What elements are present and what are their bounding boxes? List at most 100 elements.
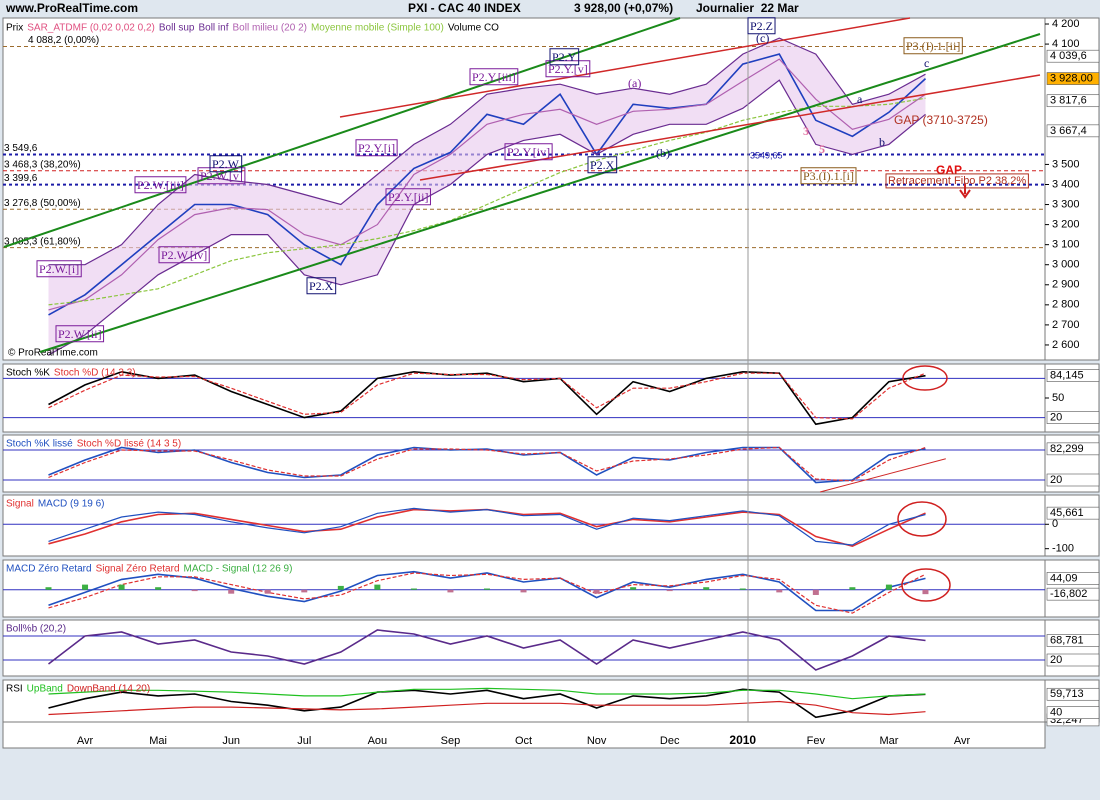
value-marker-label: 3 817,6 (1050, 95, 1087, 107)
wave-label: P2.Z (750, 19, 773, 33)
histogram-bar (410, 588, 417, 590)
series-line (48, 687, 926, 700)
series-line (48, 570, 926, 612)
value-marker-label: 68,781 (1050, 634, 1084, 646)
bollinger-band-fill (48, 38, 926, 355)
label-box (549, 48, 580, 66)
histogram-bar (922, 589, 929, 595)
histogram-bar (82, 584, 89, 590)
label-box (504, 143, 553, 161)
histogram-bar (739, 588, 746, 590)
value-marker-label: 3 667,4 (1050, 125, 1087, 137)
fibo-level-label: 3 468,3 (38,20%) (4, 159, 81, 170)
legend-entry: SAR_ATDMF (0,02 0,02 0,2) (27, 23, 155, 34)
value-marker-label: 3 928,00 (1050, 72, 1093, 84)
histogram-bar (812, 589, 819, 595)
histogram-bar (337, 585, 344, 590)
brand: www.ProRealTime.com (5, 1, 138, 15)
wave-label: b (879, 135, 885, 149)
histogram-bar (374, 584, 381, 590)
histogram-bar (301, 589, 308, 593)
legend-entry: Stoch %K lissé (6, 439, 73, 450)
label-box (885, 173, 1029, 189)
series-line (48, 507, 926, 546)
panel-bg (2, 363, 1046, 433)
value-marker (1046, 369, 1100, 382)
value-marker-label: 4 039,6 (1050, 50, 1087, 62)
label-box (355, 139, 398, 157)
fibo-level-label: 3 085,3 (61,80%) (4, 236, 81, 247)
value-marker (1046, 49, 1100, 63)
series-line (48, 372, 926, 420)
histogram-bar (885, 584, 892, 590)
value-marker (1046, 572, 1100, 585)
legend-entry: Signal Zéro Retard (96, 564, 180, 575)
wave-label: P2.Y.[iii] (472, 70, 516, 84)
legend-entry: MACD Zéro Retard (6, 564, 92, 575)
label-box (306, 277, 337, 295)
x-tick-label: Jun (222, 735, 240, 747)
y-tick-label: 4 200 (1052, 18, 1080, 30)
x-tick-label: Aou (368, 735, 388, 747)
value-marker (1046, 634, 1100, 647)
label-box (209, 155, 243, 173)
label-box (903, 37, 963, 55)
label-box (545, 60, 591, 78)
value-marker-label: 20 (1050, 474, 1062, 486)
x-tick-label: Jul (297, 735, 311, 747)
histogram-bar (849, 587, 856, 590)
legend-entry: Volume CO (448, 23, 499, 34)
chart-subtitle: 3 928,00 (+0,07%) (574, 1, 673, 15)
legend-entry: Prix (6, 23, 23, 34)
wave-label: P2.Y.[i] (358, 141, 395, 155)
wave-label: P2.Y.[v] (548, 62, 588, 76)
wave-label: P2.Y.[ii] (388, 190, 428, 204)
trend-line (819, 458, 946, 493)
panel-bg (2, 494, 1046, 557)
plot-area (3, 37, 1045, 356)
highlight-circle (901, 568, 951, 602)
wave-label: P2.Y (552, 50, 577, 64)
wave-label: 5 (819, 142, 825, 156)
histogram-bar (703, 587, 710, 590)
series-line (48, 79, 926, 356)
value-marker (1046, 653, 1100, 667)
wave-label: (a) (628, 76, 641, 90)
histogram-bar (483, 588, 490, 590)
legend-entry: Boll%b (20,2) (6, 624, 66, 635)
y-tick-label: 4 100 (1052, 38, 1080, 50)
value-marker-label: 45,661 (1050, 507, 1084, 519)
legend-entry: Boll inf (198, 23, 228, 34)
legend-entry: Stoch %K (6, 368, 50, 379)
x-tick-label: Sep (441, 735, 461, 747)
histogram-bar (264, 589, 271, 594)
label-box (197, 167, 246, 185)
panel-bg (2, 434, 1046, 493)
label-box (469, 68, 519, 86)
wave-label: (b) (656, 146, 670, 160)
y-tick-label: -100 (1052, 543, 1074, 555)
legend-entry: MACD (9 19 6) (38, 499, 105, 510)
wave-label: P2.W.[v] (200, 169, 243, 183)
x-tick-label: Avr (954, 735, 971, 747)
value-marker-label: 20 (1050, 412, 1062, 424)
y-tick-label: 3 500 (1052, 158, 1080, 170)
y-tick-label: 3 400 (1052, 178, 1080, 190)
y-tick-label: 3 200 (1052, 219, 1080, 231)
value-marker (1046, 506, 1100, 520)
value-marker (1046, 411, 1100, 424)
value-marker (1046, 706, 1100, 719)
plot-area (3, 570, 1045, 614)
fibo-level-label: 4 088,2 (0,00%) (28, 35, 99, 46)
plot-area (3, 446, 1045, 484)
label-box (36, 260, 82, 278)
x-tick-label: Mar (879, 735, 898, 747)
histogram-bar (666, 589, 673, 592)
wave-label: P2.Y.[iv] (507, 145, 550, 159)
chart-title: PXI - CAC 40 INDEX (408, 1, 521, 15)
label-box (747, 17, 776, 35)
wave-label: P2.W.[ii] (58, 327, 102, 341)
x-tick-label: Dec (660, 735, 680, 747)
value-marker-label: 59,713 (1050, 688, 1084, 700)
